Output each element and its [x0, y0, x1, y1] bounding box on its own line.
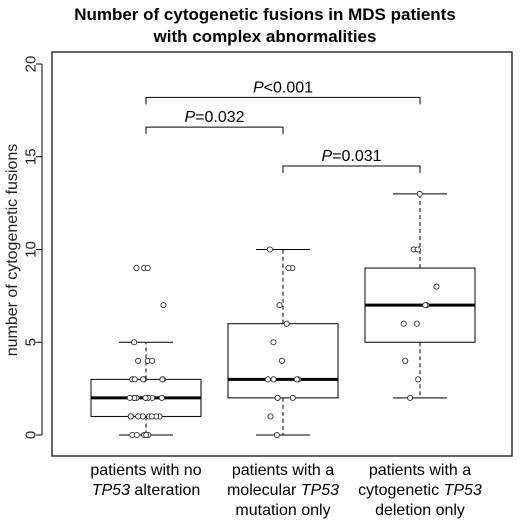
- data-point: [158, 394, 165, 401]
- data-point: [160, 302, 167, 309]
- iqr-box: [227, 323, 339, 399]
- data-point: [148, 413, 155, 420]
- jitter-points: [126, 190, 440, 439]
- data-point: [274, 394, 281, 401]
- p-value-label: P<0.001: [253, 79, 313, 96]
- data-point: [131, 376, 138, 383]
- category-label: molecular TP53: [227, 482, 339, 499]
- data-point: [149, 357, 156, 364]
- box-group: [364, 193, 476, 399]
- data-point: [133, 431, 140, 439]
- data-point: [270, 376, 277, 383]
- data-point: [270, 339, 277, 346]
- data-point: [273, 431, 280, 439]
- data-point: [400, 320, 407, 327]
- significance-bracket: P<0.001: [145, 79, 421, 105]
- data-point: [283, 320, 290, 327]
- data-point: [264, 376, 271, 383]
- data-point: [144, 264, 151, 272]
- data-point: [422, 302, 429, 309]
- y-tick-label: 20: [22, 56, 39, 73]
- chart-title-line-2: with complex abnormalities: [153, 27, 377, 46]
- data-point: [289, 394, 296, 401]
- category-label: TP53 alteration: [92, 482, 201, 499]
- data-point: [416, 190, 423, 197]
- p-value-label: P=0.031: [321, 148, 381, 165]
- data-point: [402, 357, 409, 364]
- data-point: [278, 357, 285, 364]
- p-value-label: P=0.032: [184, 109, 244, 126]
- chart-title-line-1: Number of cytogenetic fusions in MDS pat…: [74, 5, 456, 24]
- data-point: [413, 320, 420, 327]
- y-tick-label: 5: [22, 338, 39, 346]
- y-tick-label: 0: [22, 431, 39, 439]
- category-label: deletion only: [375, 502, 465, 519]
- significance-bracket: P=0.031: [282, 148, 421, 174]
- bracket-line: [145, 126, 284, 135]
- plot-frame: [51, 51, 513, 457]
- category-labels: patients with no TP53 alteration patients …: [90, 462, 482, 519]
- data-point: [127, 413, 134, 420]
- data-point: [276, 302, 283, 309]
- data-point: [159, 376, 166, 383]
- data-point: [266, 246, 273, 253]
- data-point: [135, 413, 142, 420]
- category-label: mutation only: [235, 502, 330, 519]
- category-label: patients with no: [90, 462, 201, 479]
- bracket-line: [145, 96, 421, 105]
- data-point: [131, 339, 138, 346]
- y-tick-label: 15: [22, 148, 39, 165]
- y-axis-label: number of cytogenetic fusions: [4, 144, 21, 357]
- data-point: [143, 431, 150, 439]
- data-point: [415, 376, 422, 383]
- category-label: cytogenetic TP53: [358, 482, 482, 499]
- significance-bracket: P=0.032: [145, 109, 284, 135]
- data-point: [133, 264, 140, 272]
- category-label: patients with a: [369, 462, 471, 479]
- data-point: [142, 394, 149, 401]
- data-point: [140, 376, 147, 383]
- bracket-line: [282, 165, 421, 174]
- data-point: [414, 246, 421, 253]
- box-group: [227, 249, 339, 436]
- data-point: [433, 283, 440, 290]
- data-point: [407, 394, 414, 401]
- box-group: [90, 341, 202, 436]
- y-axis: 0 5 10 15 20: [22, 56, 43, 439]
- category-label: patients with a: [232, 462, 334, 479]
- significance-brackets: P=0.032 P=0.031 P<0.001: [145, 79, 421, 174]
- data-point: [267, 413, 274, 420]
- data-point: [285, 264, 292, 272]
- y-tick-label: 10: [22, 241, 39, 258]
- data-point: [135, 357, 142, 364]
- data-point: [126, 394, 133, 401]
- data-point: [293, 376, 300, 383]
